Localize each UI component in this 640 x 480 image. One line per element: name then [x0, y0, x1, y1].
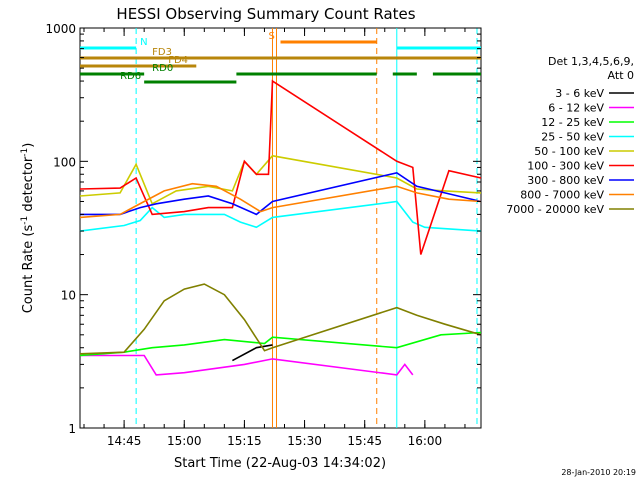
legend-entry-label: 800 - 7000 keV: [520, 189, 604, 202]
series-line: [79, 154, 482, 205]
series-line: [80, 171, 482, 216]
flag-bar-label: RD6: [120, 71, 141, 82]
x-tick-label: 16:00: [408, 434, 443, 448]
flag-bar-label: RD0: [152, 63, 173, 74]
series-line: [79, 331, 482, 357]
chart-title: HESSI Observing Summary Count Rates: [116, 5, 415, 23]
x-tick-label: 15:15: [227, 434, 262, 448]
flag-bar-label: FD3: [152, 47, 172, 58]
flag-bar-label: S: [268, 31, 274, 42]
legend-title: Det 1,3,4,5,6,9,: [548, 55, 634, 68]
legend-entry-label: 3 - 6 keV: [555, 87, 604, 100]
legend-entry-label: 50 - 100 keV: [534, 145, 604, 158]
plot-frame: [79, 27, 482, 429]
y-tick-label: 1: [68, 422, 76, 436]
x-tick-label: 14:45: [107, 434, 142, 448]
legend: Det 1,3,4,5,6,9, Att 0 3 - 6 keV 6 - 12 k…: [506, 55, 634, 216]
legend-entry-label: 100 - 300 keV: [527, 160, 604, 173]
y-label-part: detector: [21, 156, 36, 216]
series-line: [79, 283, 482, 355]
legend-entry-label: 7000 - 20000 keV: [506, 203, 604, 216]
legend-entry-label: 6 - 12 keV: [548, 102, 604, 115]
series-lines: [79, 79, 482, 376]
legend-entry-label: 300 - 800 keV: [527, 174, 604, 187]
y-axis-label: Count Rate (s-1 detector-1): [20, 143, 36, 314]
x-tick-label: 15:45: [347, 434, 382, 448]
legend-subtitle: Att 0: [608, 69, 634, 82]
x-axis-ticks: 14:45 15:00 15:15 15:30 15:45 16:00: [83, 28, 466, 448]
x-tick-label: 15:00: [167, 434, 202, 448]
y-label-part: ): [21, 143, 36, 148]
series-line: [79, 200, 482, 232]
y-label-superscript: -1: [20, 216, 30, 225]
series-line: [79, 182, 482, 219]
series-line: [232, 344, 273, 362]
footer-timestamp: 28-Jan-2010 20:19: [561, 468, 636, 477]
y-tick-label: 100: [53, 155, 76, 169]
series-line: [79, 79, 482, 255]
y-axis-ticks: 1 10 100 1000: [45, 22, 481, 436]
flag-bar-label: FD4: [168, 55, 188, 66]
x-tick-label: 15:30: [287, 434, 322, 448]
y-label-superscript: -1: [20, 148, 30, 157]
series-line: [80, 354, 414, 376]
y-label-part: Count Rate (s: [21, 225, 36, 314]
x-axis-label: Start Time (22-Aug-03 14:34:02): [174, 456, 386, 471]
y-tick-label: 1000: [45, 22, 76, 36]
legend-entry-label: 12 - 25 keV: [541, 116, 604, 129]
flag-bar-label: N: [140, 37, 147, 48]
y-tick-label: 10: [61, 289, 76, 303]
legend-entry-label: 25 - 50 keV: [541, 131, 604, 144]
